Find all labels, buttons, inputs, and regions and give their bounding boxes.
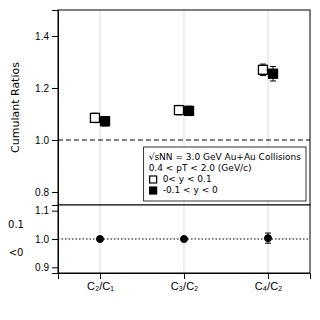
y-label: <0 <box>9 247 24 258</box>
y-tick: 0.8 <box>35 187 58 198</box>
chart: 0.8 1.0 1.2 1.4 Cumulant Ratios √sNN = 3.0 Ge… <box>0 0 320 320</box>
plot-frame <box>58 205 310 273</box>
data-point <box>97 236 104 243</box>
tick-label: 1.2 <box>35 83 49 94</box>
grid-line <box>100 10 101 205</box>
plot-frame <box>58 10 310 205</box>
legend-header: √sNN = 3.0 GeV Au+Au Collisions <box>149 152 302 162</box>
plot-area <box>58 205 310 273</box>
axis-line <box>52 206 59 274</box>
tick-label: 1.0 <box>35 234 49 245</box>
tick-label: 0.9 <box>35 262 49 273</box>
plot-background <box>58 10 310 205</box>
reference-line <box>58 140 310 141</box>
tick-label: 1.1 <box>35 205 49 216</box>
data-point <box>265 235 272 242</box>
tick-label: C₄/C₂ <box>255 280 283 292</box>
plot-background <box>58 205 310 273</box>
x-axis: C₂/C₁ C₃/C₂ C₄/C₂ <box>59 273 311 292</box>
y-label: 0.1 <box>8 219 24 230</box>
legend-label: -0.1 < y < 0 <box>163 185 218 195</box>
tick-mark <box>52 211 58 212</box>
y-tick: 1.0 <box>35 135 58 146</box>
tick-mark <box>52 140 58 141</box>
x-tick: C₂/C₁ <box>87 273 114 292</box>
data-point <box>269 69 278 78</box>
data-point <box>90 113 99 122</box>
tick-mark <box>52 267 58 268</box>
tick-mark <box>268 273 269 279</box>
panel <box>58 10 310 205</box>
y-axis: 0.8 1.0 1.2 1.4 <box>35 11 58 206</box>
y-label: Cumulant Ratios <box>9 62 22 153</box>
data-point <box>101 117 110 126</box>
y-tick: 1.0 <box>35 234 58 245</box>
legend-box <box>144 147 306 201</box>
x-tick: C₄/C₂ <box>255 273 283 292</box>
y-axis: 0.9 1.0 1.1 <box>35 205 58 273</box>
tick-label: 1.4 <box>35 31 49 42</box>
plot-area <box>58 10 310 205</box>
data-point <box>181 236 188 243</box>
error-bar <box>265 233 271 243</box>
data-point <box>185 106 194 115</box>
data-point <box>258 65 267 74</box>
legend-label: 0< y < 0.1 <box>163 174 212 184</box>
tick-mark <box>52 192 58 193</box>
tick-mark <box>52 88 58 89</box>
axis-line <box>52 11 59 206</box>
tick-label: C₃/C₂ <box>171 280 199 292</box>
y-tick: 0.9 <box>35 262 58 273</box>
legend: √sNN = 3.0 GeV Au+Au Collisions0.4 < pT … <box>144 147 306 201</box>
tick-mark <box>52 239 58 240</box>
y-tick: 1.4 <box>35 31 58 42</box>
legend-marker <box>150 176 157 183</box>
y-tick: 1.2 <box>35 83 58 94</box>
axis-line <box>59 274 311 280</box>
y-tick: 1.1 <box>35 205 58 216</box>
tick-mark <box>100 273 101 279</box>
tick-mark <box>184 273 185 279</box>
tick-label: C₂/C₁ <box>87 280 114 292</box>
tick-mark <box>52 36 58 37</box>
x-tick: C₃/C₂ <box>171 273 199 292</box>
data-point <box>174 106 183 115</box>
tick-label: 0.8 <box>35 187 49 198</box>
legend-marker <box>150 187 157 194</box>
legend-header: 0.4 < pT < 2.0 (GeV/c) <box>149 163 252 173</box>
panel <box>58 205 310 273</box>
tick-label: 1.0 <box>35 135 49 146</box>
